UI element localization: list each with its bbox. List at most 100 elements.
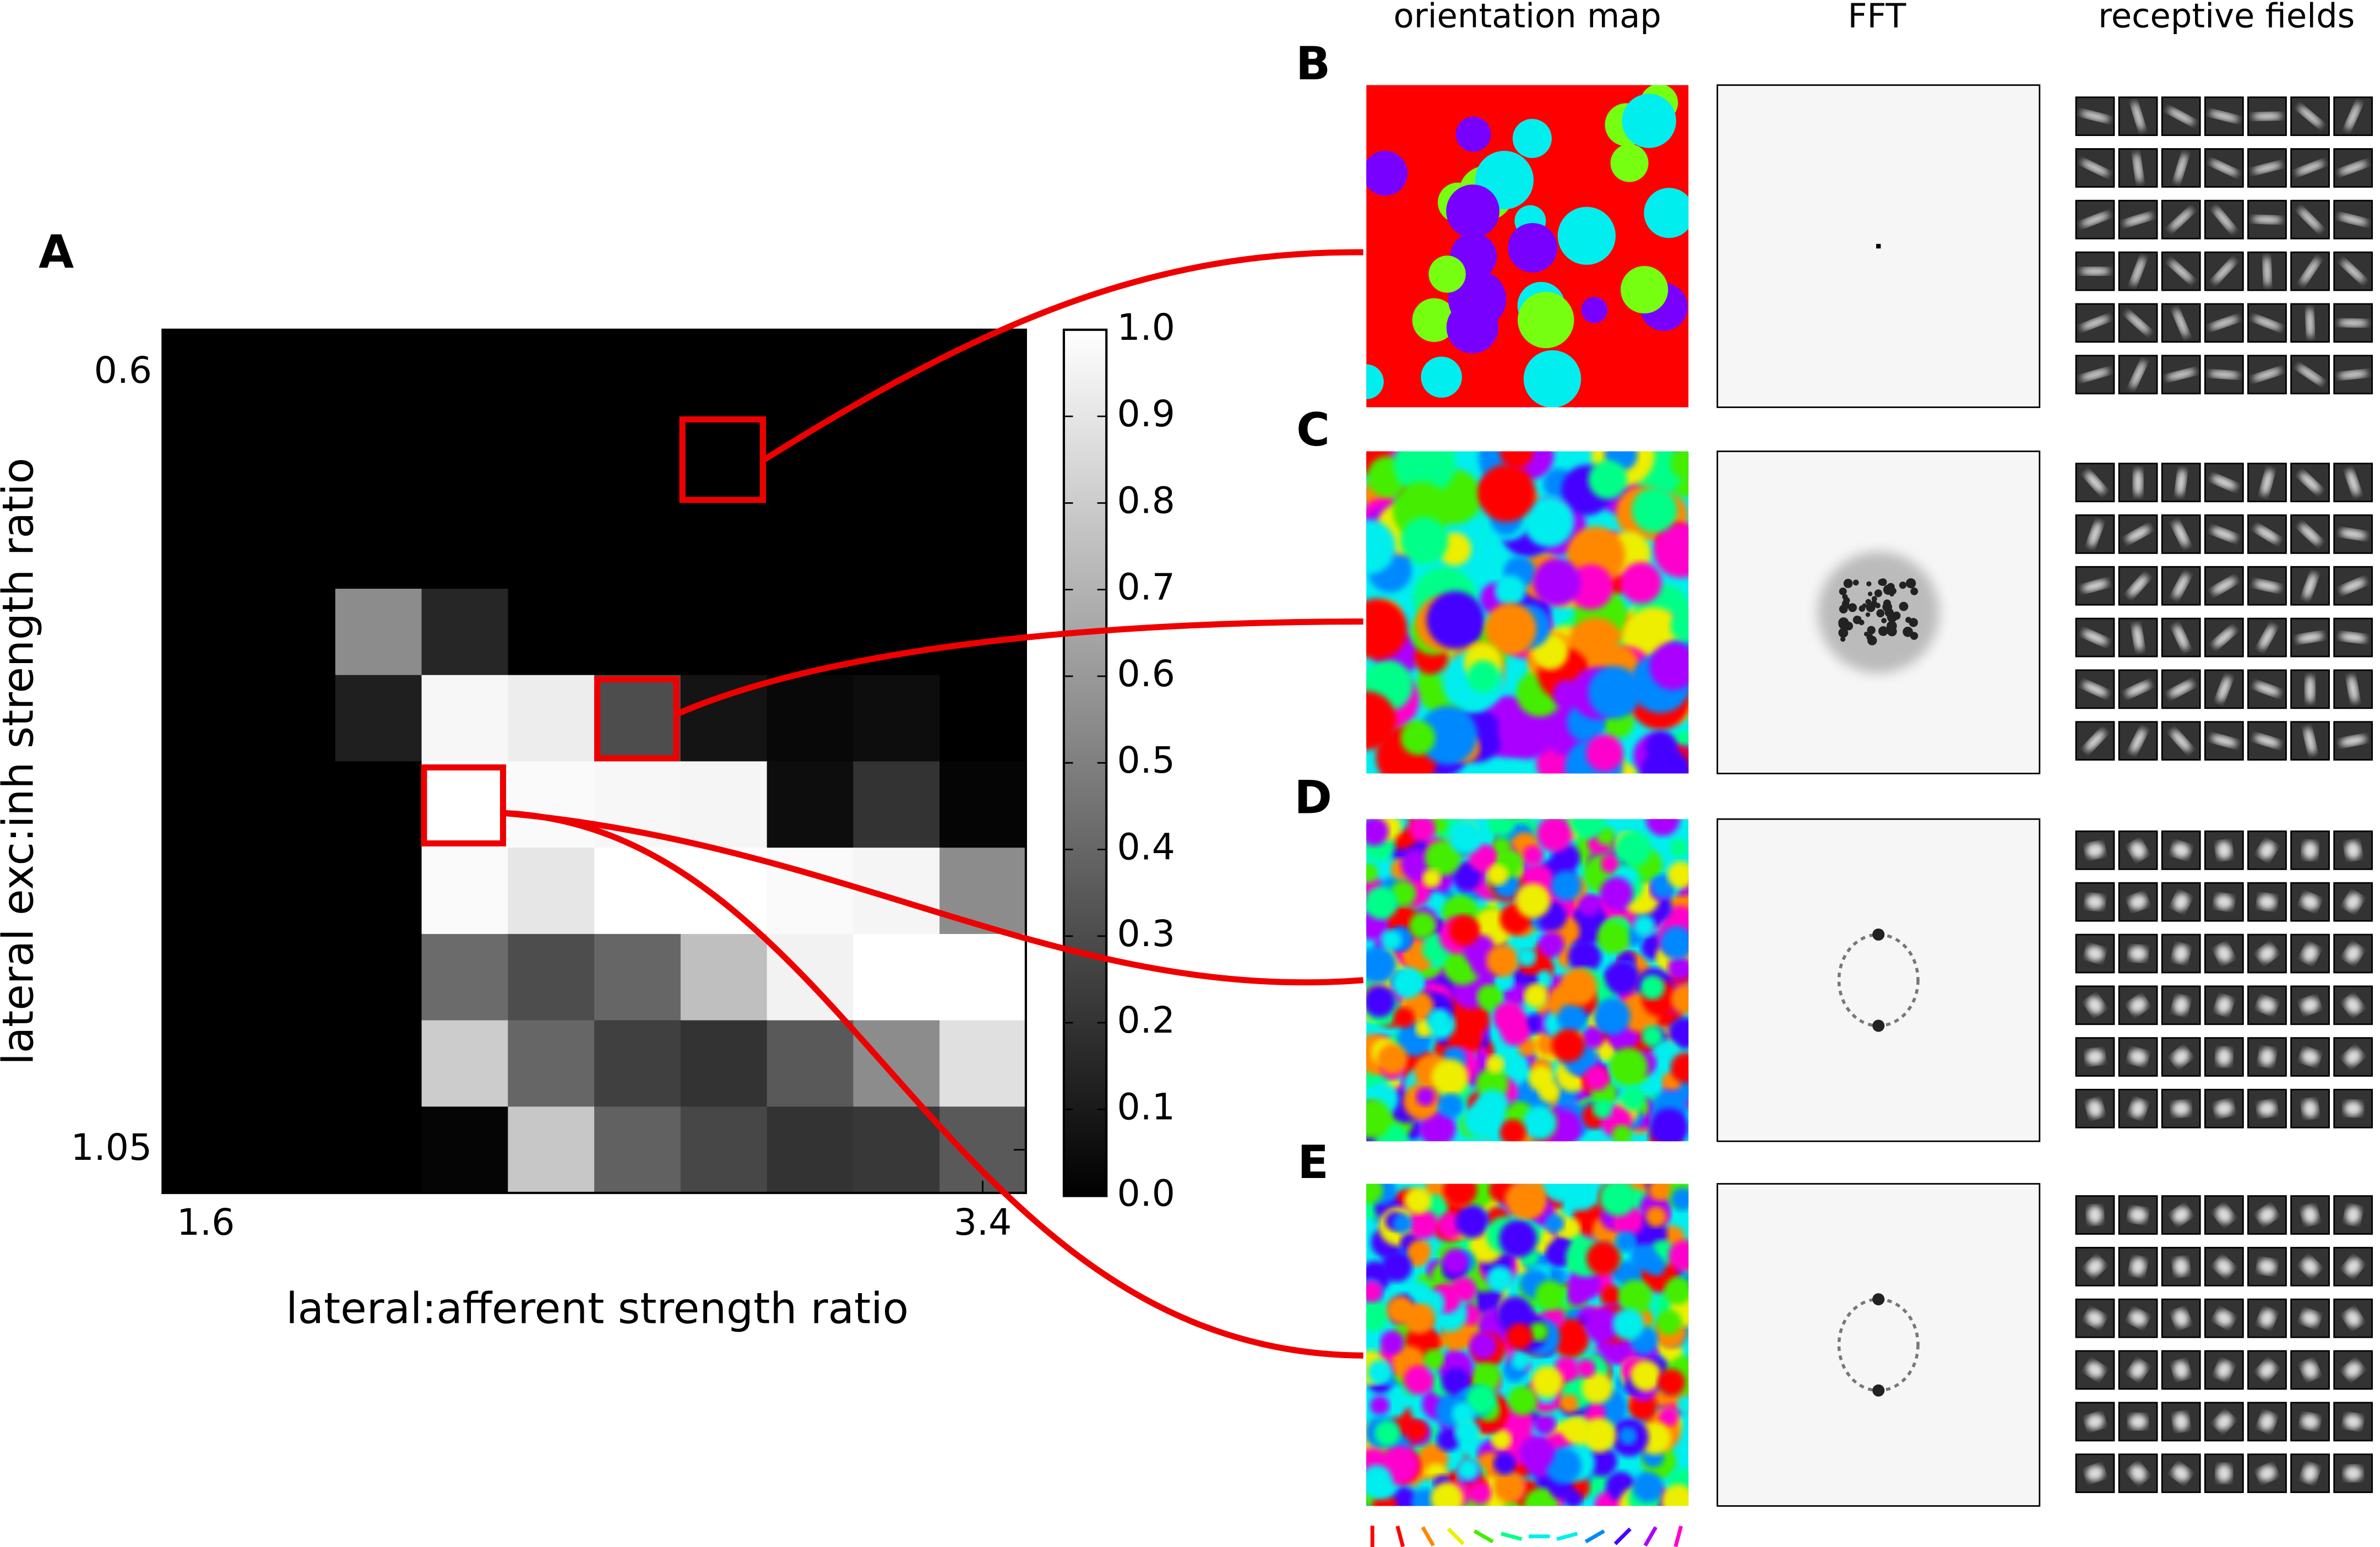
rf-bar bbox=[2173, 522, 2188, 547]
map-blob bbox=[1633, 915, 1655, 937]
map-blob bbox=[1400, 849, 1432, 881]
rf-bar bbox=[2301, 894, 2319, 910]
map-blob bbox=[1425, 840, 1461, 876]
heatmap-cell bbox=[939, 933, 1027, 1021]
rf-bar bbox=[2088, 521, 2102, 547]
map-blob bbox=[1670, 1052, 1689, 1083]
rf-bar bbox=[2216, 945, 2232, 963]
rf-bar bbox=[2344, 1049, 2362, 1066]
rf-bar bbox=[2302, 1464, 2318, 1483]
colorbar-tick-label: 0.5 bbox=[1117, 739, 1175, 781]
map-blob bbox=[1522, 845, 1544, 866]
map-blob bbox=[1612, 1308, 1644, 1340]
map-blob bbox=[1467, 660, 1499, 693]
map-blob bbox=[1645, 819, 1680, 837]
rf-cell bbox=[2333, 830, 2373, 870]
rf-bar bbox=[2167, 108, 2195, 124]
fft-speck bbox=[1874, 589, 1882, 598]
rf-bar bbox=[2080, 213, 2110, 226]
map-blob bbox=[1393, 1213, 1412, 1234]
map-blob bbox=[1382, 1251, 1412, 1282]
rf-bar bbox=[2259, 625, 2275, 650]
heatmap-cell bbox=[335, 1106, 422, 1194]
rf-bar bbox=[2259, 842, 2275, 859]
heatmap-cell bbox=[249, 761, 336, 849]
connector bbox=[503, 810, 1364, 986]
map-blob bbox=[1618, 1279, 1652, 1313]
heatmap-cell bbox=[939, 502, 1027, 590]
rf-bar bbox=[2344, 1414, 2362, 1430]
map-blob bbox=[1621, 265, 1669, 314]
rf-bar bbox=[2338, 319, 2368, 327]
rf-bar bbox=[2130, 1099, 2146, 1118]
heatmap-cell bbox=[853, 329, 941, 417]
rf-bar bbox=[2173, 1361, 2189, 1379]
map-blob bbox=[1569, 819, 1606, 839]
heatmap-cell bbox=[853, 675, 941, 762]
map-blob bbox=[1393, 1007, 1415, 1028]
map-blob bbox=[1486, 1266, 1513, 1293]
map-blob bbox=[1645, 731, 1677, 763]
rf-bar bbox=[2087, 1099, 2103, 1118]
heatmap-cell bbox=[162, 848, 250, 935]
map-blob bbox=[1499, 451, 1533, 469]
heatmap-cell bbox=[680, 502, 768, 590]
rf-bar bbox=[2345, 1258, 2362, 1275]
orientation-map bbox=[1366, 819, 1689, 1142]
fft-speck bbox=[1871, 600, 1877, 606]
map-blob bbox=[1437, 1428, 1460, 1452]
heatmap-cell bbox=[853, 1106, 941, 1194]
fft-speck bbox=[1889, 591, 1894, 597]
rf-bar bbox=[2082, 630, 2108, 645]
rf-bar bbox=[2258, 1465, 2276, 1481]
rf-bar bbox=[2209, 371, 2240, 379]
rf-bar bbox=[2166, 369, 2196, 380]
rf-bar bbox=[2129, 1414, 2148, 1430]
rf-bar bbox=[2129, 1361, 2147, 1379]
rf-bar bbox=[2344, 1361, 2362, 1378]
rf-cell bbox=[2204, 251, 2244, 291]
map-blob bbox=[1594, 998, 1631, 1035]
map-blob bbox=[1661, 1484, 1689, 1506]
fft-peak bbox=[1872, 1384, 1885, 1397]
map-blob bbox=[1442, 1248, 1469, 1274]
fft-speck bbox=[1878, 626, 1888, 636]
rf-bar bbox=[2216, 1047, 2232, 1066]
rf-bar bbox=[2133, 469, 2143, 496]
heatmap-cell bbox=[680, 329, 768, 417]
rf-bar bbox=[2254, 682, 2280, 696]
rf-bar bbox=[2129, 1310, 2147, 1327]
map-blob bbox=[1469, 1332, 1497, 1360]
rf-bar bbox=[2345, 945, 2361, 963]
fft-peak bbox=[1872, 1019, 1885, 1032]
rf-bar bbox=[2086, 1310, 2104, 1327]
fft-frame bbox=[1716, 818, 2041, 1142]
rf-bar bbox=[2209, 111, 2239, 122]
map-blob bbox=[1366, 150, 1408, 196]
colorbar-tick-label: 0.8 bbox=[1117, 479, 1175, 522]
map-blob bbox=[1600, 877, 1633, 910]
rf-bar bbox=[2302, 1206, 2318, 1224]
column-header: FFT bbox=[1848, 0, 1907, 36]
rf-bar bbox=[2086, 946, 2104, 962]
rf-bar bbox=[2169, 681, 2194, 697]
rf-bar bbox=[2173, 1257, 2189, 1276]
rf-bar bbox=[2253, 316, 2281, 330]
map-blob bbox=[1523, 1105, 1557, 1141]
map-blob bbox=[1366, 946, 1397, 984]
map-blob bbox=[1488, 819, 1515, 837]
map-blob bbox=[1446, 184, 1499, 238]
rf-bar bbox=[2305, 727, 2316, 754]
rf-cell bbox=[2118, 721, 2158, 761]
map-blob bbox=[1366, 519, 1396, 575]
map-blob bbox=[1499, 1119, 1526, 1142]
rf-cell bbox=[2204, 1195, 2244, 1235]
heatmap-cell bbox=[680, 416, 768, 503]
map-blob bbox=[1534, 1413, 1556, 1435]
x-axis-label: lateral:afferent strength ratio bbox=[286, 1284, 909, 1333]
map-blob bbox=[1463, 1102, 1499, 1138]
rf-bar bbox=[2216, 841, 2232, 860]
map-blob bbox=[1640, 975, 1665, 1000]
map-blob bbox=[1612, 1125, 1632, 1142]
